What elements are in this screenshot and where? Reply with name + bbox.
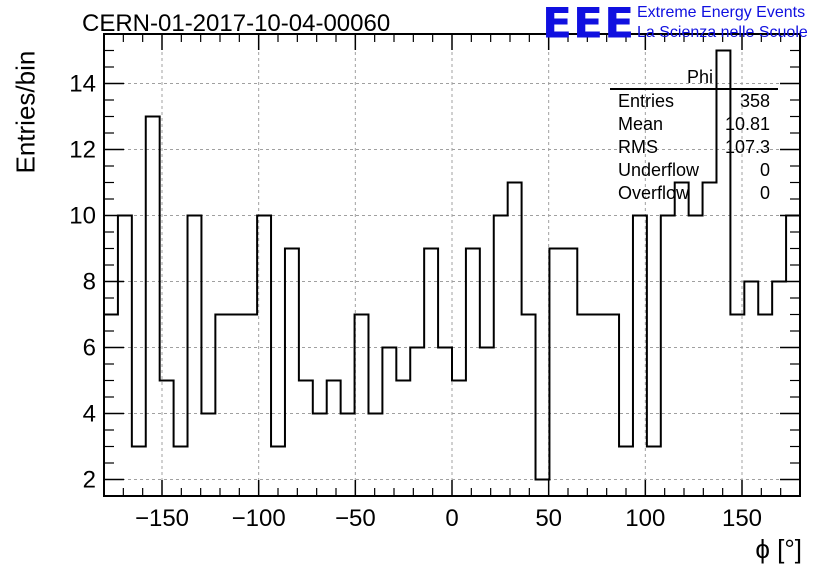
eee-logo: EEE <box>542 0 636 48</box>
stats-title: Phi <box>610 66 778 90</box>
chart-title: CERN-01-2017-10-04-00060 <box>82 10 391 37</box>
stats-label: Mean <box>618 114 664 134</box>
y-tick-label: 10 <box>69 203 96 230</box>
y-tick-label: 12 <box>69 137 96 164</box>
stats-value: 0 <box>759 160 770 180</box>
x-tick-label: −100 <box>232 505 286 532</box>
y-tick-label: 8 <box>83 269 96 296</box>
x-tick-label: −50 <box>335 505 376 532</box>
stats-row-rms: RMS 107.3 <box>610 136 778 159</box>
stats-box: Phi Entries 358 Mean 10.81 RMS 107.3 Und… <box>610 66 778 205</box>
stats-label: Overflow <box>618 183 690 203</box>
stats-label: Underflow <box>618 160 700 180</box>
x-tick-label: −150 <box>135 505 189 532</box>
stats-label: Entries <box>618 91 675 111</box>
logo-text-line1: Extreme Energy Events <box>637 4 806 21</box>
axis-ticks <box>103 33 801 497</box>
x-tick-label: 50 <box>535 505 562 532</box>
stats-value: 10.81 <box>724 114 770 134</box>
y-tick-label: 6 <box>83 335 96 362</box>
logo-text-line2: La Scienza nelle Scuole <box>637 24 808 41</box>
y-axis-label: Entries/bin <box>10 50 41 174</box>
y-tick-label: 2 <box>83 467 96 494</box>
plot-frame <box>103 33 801 497</box>
stats-row-entries: Entries 358 <box>610 90 778 113</box>
stats-value: 0 <box>759 183 770 203</box>
stats-row-overflow: Overflow 0 <box>610 182 778 205</box>
stats-value: 358 <box>739 91 770 111</box>
y-tick-label: 14 <box>69 71 96 98</box>
x-tick-label: 0 <box>445 505 458 532</box>
tick-labels: −150 −100 −50 0 50 100 150 2 4 6 8 10 12 14 <box>69 71 762 533</box>
x-tick-label: 150 <box>722 505 762 532</box>
x-tick-label: 100 <box>625 505 665 532</box>
stats-label: RMS <box>618 137 658 157</box>
stats-row-mean: Mean 10.81 <box>610 113 778 136</box>
stats-value: 107.3 <box>724 137 770 157</box>
y-tick-label: 4 <box>83 401 96 428</box>
x-axis-label: ϕ [°] <box>755 534 802 564</box>
histogram-series-line <box>104 49 800 481</box>
stats-row-underflow: Underflow 0 <box>610 159 778 182</box>
